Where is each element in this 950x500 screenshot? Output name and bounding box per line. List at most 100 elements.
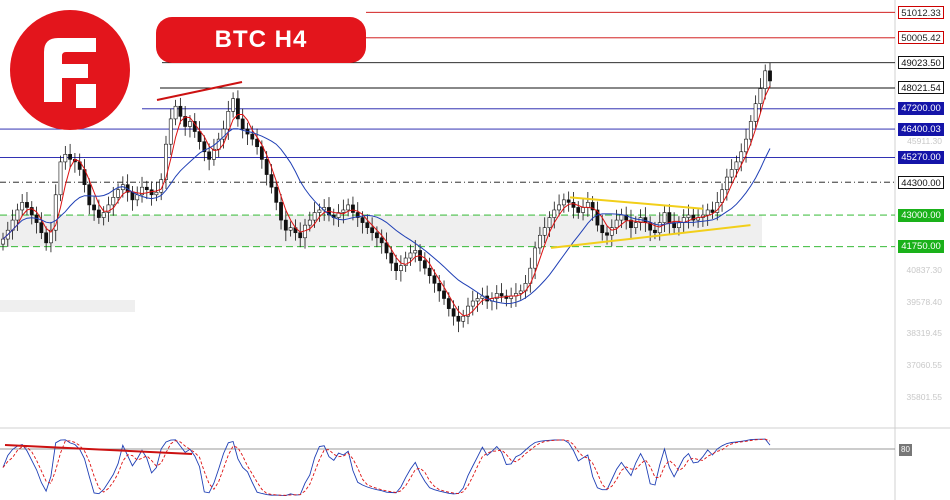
candle-body (68, 154, 73, 160)
candle-body (600, 224, 605, 234)
candle-body (552, 209, 557, 218)
candle-body (44, 232, 49, 244)
price-axis-tick: 40837.30 (906, 264, 942, 275)
divergence-oscillator-line (4, 444, 193, 455)
candle-body (403, 257, 408, 266)
candle-body (408, 252, 413, 259)
candle-body (724, 176, 729, 191)
candle-body (653, 229, 657, 234)
candle-body (437, 283, 442, 292)
candle-body (283, 219, 288, 231)
candle-body (307, 219, 312, 226)
price-level-tag: 43000.00 (898, 208, 944, 222)
candle-body (633, 222, 638, 228)
candle-body (173, 105, 178, 120)
candle-body (111, 197, 116, 206)
candle-body (748, 121, 753, 140)
oscillator-main-line (2, 438, 771, 497)
candle-body (375, 232, 379, 239)
candle-body (269, 174, 274, 188)
candle-body (547, 217, 552, 228)
candle-body (288, 227, 293, 231)
candle-body (667, 212, 672, 223)
candle-body (240, 118, 245, 130)
price-level-tag: 44300.00 (898, 175, 944, 189)
candle-body (576, 207, 581, 213)
oscillator-level-label: 80 (901, 445, 910, 454)
candle-body (394, 262, 398, 271)
candle-body (235, 98, 240, 120)
candle-body (355, 212, 360, 218)
price-level-tag: 46400.03 (898, 122, 944, 136)
price-axis-tick: 45911.30 (907, 136, 942, 147)
chart-title: BTC H4 (214, 26, 308, 53)
candle-body (96, 209, 101, 218)
candle-body (619, 214, 624, 221)
candle-body (427, 267, 432, 277)
candle-body (144, 186, 149, 191)
price-level-tag: 49023.50 (898, 56, 944, 70)
divergence-price-line (156, 81, 243, 101)
candle-body (422, 260, 427, 269)
candle-body (231, 98, 236, 112)
candle-body (274, 186, 279, 203)
candle-body (566, 199, 571, 203)
candle-body (466, 305, 470, 317)
candle-body (312, 212, 317, 221)
candle-body (351, 204, 355, 213)
candle-body (609, 227, 614, 236)
candle-body (614, 219, 619, 228)
candle-body (25, 202, 29, 208)
candle-body (101, 212, 106, 218)
candle-body (63, 154, 68, 163)
candle-body (341, 209, 346, 213)
candle-body (720, 189, 724, 203)
price-level-tag: 47200.00 (898, 102, 944, 116)
price-level-tag: 48021.54 (898, 81, 944, 95)
candle-body (154, 191, 159, 196)
candle-body (758, 88, 763, 105)
candle-body (221, 128, 226, 140)
candle-body (298, 232, 303, 239)
candle-body (53, 194, 58, 231)
candle-body (370, 227, 375, 234)
price-axis-tick: 38319.45 (906, 328, 942, 339)
candle-body (279, 202, 283, 221)
candle-body (657, 222, 662, 234)
candle-body (384, 242, 389, 254)
candle-body (499, 293, 504, 297)
candle-body (571, 202, 576, 208)
candle-body (561, 199, 566, 206)
candle-body (768, 70, 772, 82)
candle-body (470, 300, 475, 307)
candle-body (20, 202, 25, 211)
candle-body (379, 237, 384, 244)
candle-body (475, 298, 480, 302)
candle-body (729, 169, 734, 178)
candle-body (461, 315, 466, 322)
candle-body (590, 202, 595, 211)
price-level-tag: 41750.00 (898, 240, 944, 254)
candle-body (734, 161, 739, 170)
price-axis-tick: 35801.55 (906, 392, 942, 403)
candle-body (49, 229, 53, 244)
candle-body (763, 70, 768, 89)
candle-body (398, 265, 403, 271)
candle-body (106, 204, 111, 213)
candle-body (164, 143, 168, 180)
candle-body (202, 141, 207, 153)
candle-body (413, 250, 418, 254)
candle-body (442, 290, 446, 299)
candle-body (542, 227, 547, 236)
candle-body (212, 148, 216, 160)
candle-body (705, 209, 710, 216)
candle-body (753, 103, 758, 122)
candle-body (557, 204, 561, 211)
candle-body (1, 238, 5, 245)
candle-body (677, 222, 681, 228)
chart-title-badge: BTC H4 (156, 17, 366, 63)
candle-body (58, 161, 63, 196)
slow-moving-average (2, 128, 771, 305)
